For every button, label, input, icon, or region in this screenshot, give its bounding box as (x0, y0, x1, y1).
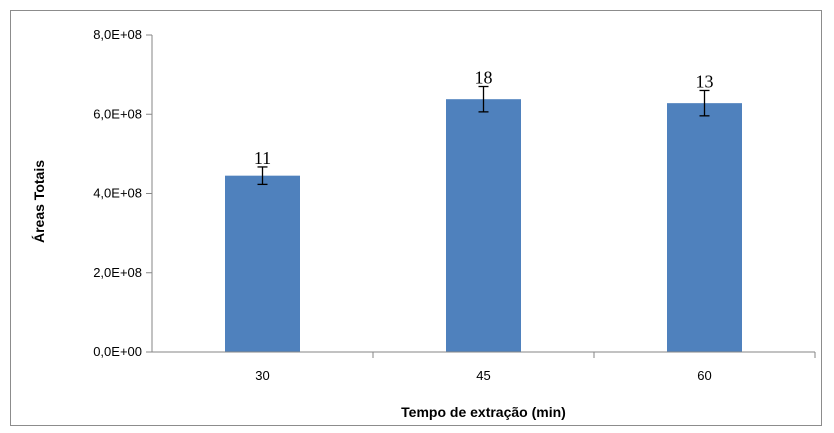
x-tick-label: 45 (476, 368, 490, 383)
data-label: 13 (696, 71, 714, 91)
data-label: 11 (254, 148, 271, 168)
x-tick-label: 60 (697, 368, 711, 383)
x-axis-title: Tempo de extração (min) (401, 404, 566, 420)
y-tick-label: 4,0E+08 (93, 186, 142, 201)
y-tick-label: 2,0E+08 (93, 265, 142, 280)
data-label: 18 (475, 68, 493, 88)
x-tick-label: 30 (255, 368, 269, 383)
bar (446, 99, 521, 352)
bar (667, 103, 742, 352)
y-tick-label: 8,0E+08 (93, 27, 142, 42)
y-tick-label: 0,0E+00 (93, 344, 142, 359)
bar (225, 175, 300, 352)
y-axis-title: Áreas Totais (31, 160, 47, 243)
y-tick-label: 6,0E+08 (93, 106, 142, 121)
